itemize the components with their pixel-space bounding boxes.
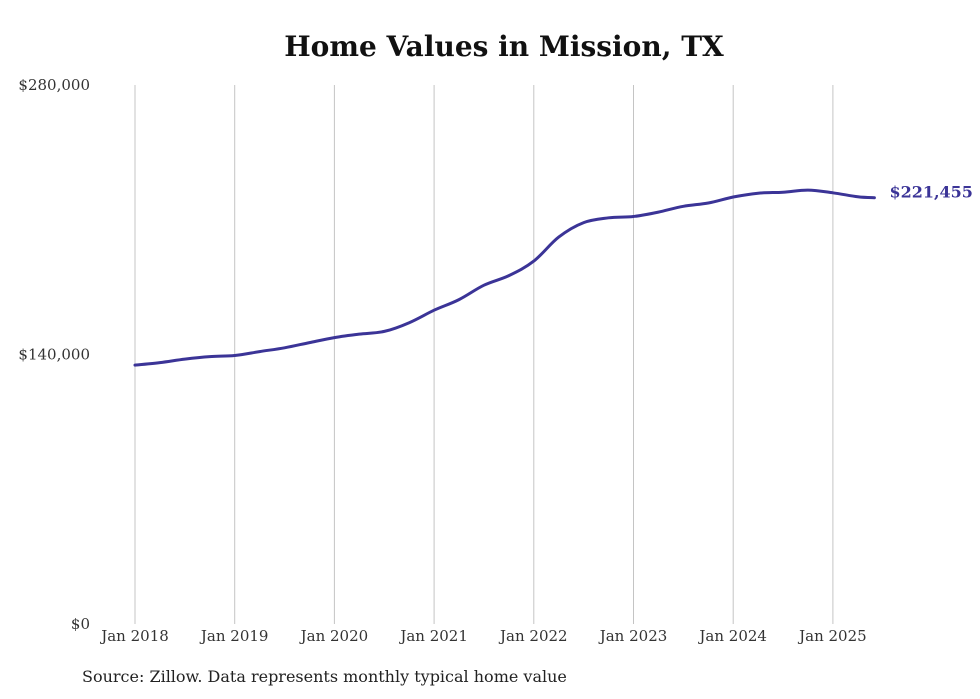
- x-tick-label: Jan 2021: [398, 627, 468, 645]
- y-tick-label: $0: [71, 615, 90, 633]
- y-tick-label: $140,000: [18, 346, 90, 364]
- x-tick-label: Jan 2024: [697, 627, 767, 645]
- x-tick-label: Jan 2019: [199, 627, 269, 645]
- x-tick-label: Jan 2025: [797, 627, 867, 645]
- x-tick-label: Jan 2020: [299, 627, 369, 645]
- x-tick-label: Jan 2018: [99, 627, 169, 645]
- home-value-line: [133, 188, 876, 367]
- end-value-label: $221,455: [889, 183, 973, 202]
- source-note: Source: Zillow. Data represents monthly …: [82, 667, 567, 686]
- x-tick-label: Jan 2022: [498, 627, 568, 645]
- x-tick-label: Jan 2023: [598, 627, 668, 645]
- y-tick-label: $280,000: [18, 76, 90, 94]
- chart-title: Home Values in Mission, TX: [284, 30, 724, 63]
